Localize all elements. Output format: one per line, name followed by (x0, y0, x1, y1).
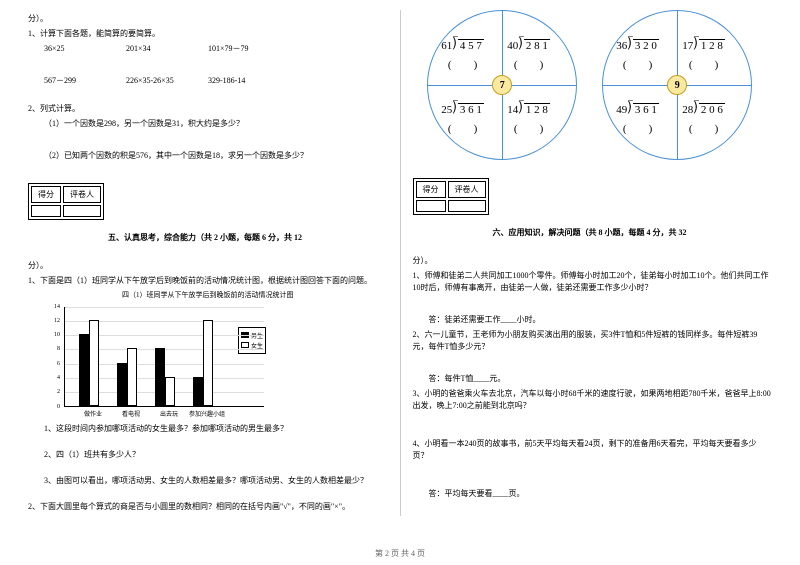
score-label: 得分 (31, 186, 61, 203)
q2-2: （2）已知两个因数的积是576，其中一个因数是18，求另一个因数是多少？ (28, 150, 388, 162)
right-column: 761⟌4 5 7( )40⟌2 8 1( )25⟌3 6 1( )14⟌1 2… (405, 10, 781, 516)
column-divider (400, 10, 401, 516)
score-box: 得分评卷人 (28, 183, 104, 220)
q2-1: （1）一个因数是298，另一个因数是31，积大约是多少？ (28, 118, 388, 130)
bar-chart: 02468101214 男生 女生 做作业看电视出去玩参加兴趣小组 (48, 307, 268, 417)
s5-q2: 2、下面大圆里每个算式的商是否与小圆里的数相同？相同的在括号内画"√"，不同的画… (28, 501, 388, 513)
legend-girls: 女生 (251, 341, 263, 350)
s5-q1: 1、下面是四（1）班同学从下午放学后到晚饭前的活动情况统计图，根据统计图回答下面… (28, 275, 388, 287)
r-a4: 答：平均每天要看____页。 (413, 488, 773, 500)
fen-header: 分）。 (28, 13, 388, 25)
grader-label: 评卷人 (448, 181, 486, 198)
r-q3: 3、小明的爸爸乘火车去北京，汽车以每小时68千米的速度行驶，如果两地相距780千… (413, 388, 773, 412)
calc: 101×79－79 (208, 44, 249, 53)
calc: 567－299 (44, 75, 124, 87)
calc: 226×35-26×35 (126, 75, 206, 87)
s5-2: 2、四（1）班共有多少人？ (28, 449, 388, 461)
r-q4: 4、小明看一本240页的故事书，前5天平均每天看24页，剩下的准备用6天看完，平… (413, 438, 773, 462)
page-footer: 第 2 页 共 4 页 (0, 548, 800, 559)
q2: 2、列式计算。 (28, 103, 388, 115)
left-column: 分）。 1、计算下面各题，能简算的要简算。 36×25 201×34 101×7… (20, 10, 396, 516)
r-q1: 1、师傅和徒弟二人共同加工1000个零件。师傅每小时加工20个，徒弟每小时加工1… (413, 270, 773, 294)
s5-3: 3、由图可以看出，哪项活动男、女生的人数相差最多？哪项活动男、女生的人数相差最少… (28, 475, 388, 487)
fen: 分）。 (413, 255, 773, 267)
section6-title: 六、应用知识，解决问题（共 8 小题，每题 4 分，共 32 (493, 227, 773, 238)
circle-diagram: 761⟌4 5 7( )40⟌2 8 1( )25⟌3 6 1( )14⟌1 2… (422, 10, 762, 160)
calc-row1: 36×25 201×34 101×79－79 (28, 43, 388, 55)
calc: 201×34 (126, 43, 206, 55)
chart-title: 四（1）班同学从下午放学后到晚饭前的活动情况统计图 (28, 290, 388, 301)
grader-label: 评卷人 (63, 186, 101, 203)
calc-row2: 567－299 226×35-26×35 329-186-14 (28, 75, 388, 87)
score-box: 得分评卷人 (413, 178, 489, 215)
s5-1: 1、这段时间内参加哪项活动的女生最多？参加哪项活动的男生最多？ (28, 423, 388, 435)
r-a1: 答：徒弟还需要工作____小时。 (413, 314, 773, 326)
fen2: 分）。 (28, 260, 388, 272)
calc: 329-186-14 (208, 76, 245, 85)
r-q2: 2、六一儿童节，王老师为小朋友购买演出用的服装，买3件T恤和5件短裤的钱同样多。… (413, 329, 773, 353)
section5-title: 五、认真思考，综合能力（共 2 小题，每题 6 分，共 12 (108, 232, 388, 243)
calc: 36×25 (44, 43, 124, 55)
score-label: 得分 (416, 181, 446, 198)
r-a2: 答：每件T恤____元。 (413, 373, 773, 385)
q1: 1、计算下面各题，能简算的要简算。 (28, 28, 388, 40)
